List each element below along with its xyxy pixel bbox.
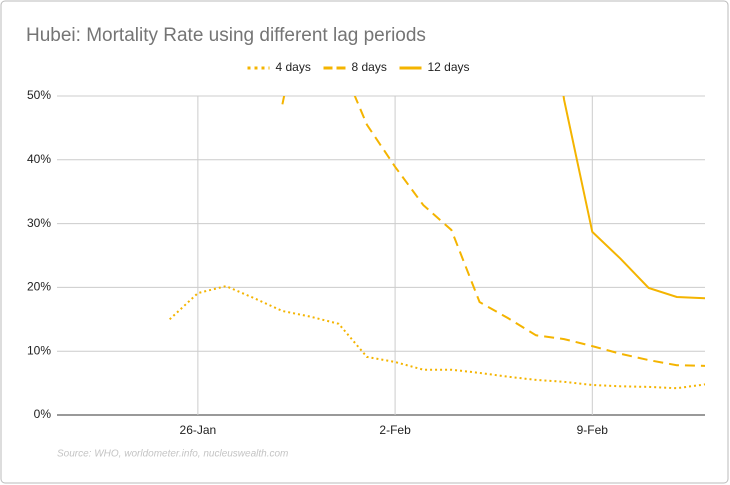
x-tick-label: 26-Jan	[180, 423, 217, 437]
y-tick-label: 50%	[27, 88, 51, 102]
y-tick-label: 10%	[27, 343, 51, 357]
series-line	[281, 96, 705, 367]
legend-label: 12 days	[428, 60, 470, 74]
y-tick-label: 0%	[34, 407, 52, 421]
plot-area	[169, 96, 705, 390]
x-tick-label: 9-Feb	[577, 423, 609, 437]
series-line	[562, 96, 705, 300]
y-tick-label: 20%	[27, 280, 51, 294]
series-line	[169, 285, 705, 390]
source-note: Source: WHO, worldometer.info, nucleuswe…	[57, 449, 288, 460]
chart-title: Hubei: Mortality Rate using different la…	[26, 25, 426, 46]
legend-label: 4 days	[276, 60, 311, 74]
legend-label: 8 days	[352, 60, 387, 74]
y-tick-label: 30%	[27, 216, 51, 230]
x-tick-label: 2-Feb	[379, 423, 411, 437]
y-tick-label: 40%	[27, 152, 51, 166]
